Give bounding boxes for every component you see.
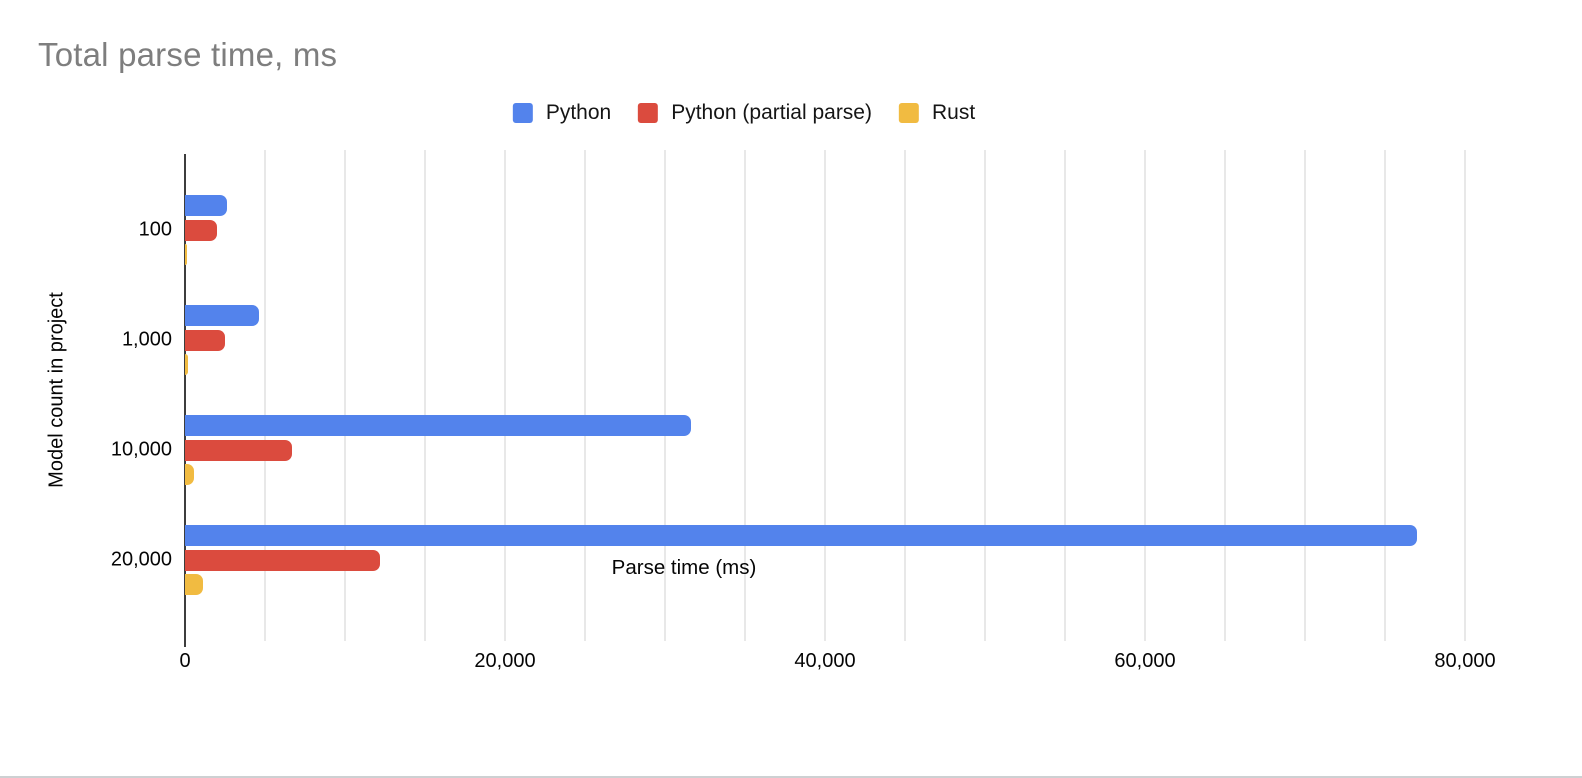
gridline-35000 [744, 150, 746, 641]
legend-swatch-rust [898, 103, 919, 123]
bar-rust-1-000 [185, 354, 188, 375]
bar-group-100 [185, 195, 1553, 265]
bar-python-100 [185, 195, 227, 216]
gridline-15000 [424, 150, 426, 641]
gridline-20000 [504, 150, 506, 641]
x-tick-label-20-000: 20,000 [474, 650, 536, 672]
y-tick-label-1-000: 1,000 [121, 328, 172, 351]
legend-item-rust: Rust [898, 101, 976, 125]
x-tick-label-0: 0 [179, 650, 191, 672]
x-tick-label-80-000: 80,000 [1434, 650, 1496, 672]
gridline-70000 [1304, 150, 1306, 641]
gridline-55000 [1064, 150, 1066, 641]
x-tick-label-40-000: 40,000 [794, 650, 856, 672]
y-tick-label-10-000: 10,000 [110, 438, 172, 461]
bar-python-partial-parse-20-000 [185, 549, 381, 571]
gridline-60000 [1144, 150, 1146, 641]
bar-rust-100 [185, 244, 188, 265]
legend-label-rust: Rust [931, 101, 976, 124]
gridline-30000 [664, 150, 666, 641]
gridline-40000 [824, 150, 826, 641]
gridline-25000 [584, 150, 586, 641]
legend-label-python-partial-parse: Python (partial parse) [671, 101, 872, 124]
legend-item-python: Python [512, 101, 612, 125]
chart-title: Total parse time, ms [38, 36, 338, 73]
bar-python-partial-parse-100 [185, 219, 217, 241]
y-axis-title: Model count in project [45, 292, 68, 488]
bar-python-partial-parse-10-000 [185, 439, 293, 461]
gridline-10000 [344, 150, 346, 641]
bar-group-20-000 [185, 525, 1553, 595]
bar-python-10-000 [185, 415, 691, 436]
bar-group-10-000 [185, 415, 1553, 485]
x-tick-label-60-000: 60,000 [1114, 650, 1176, 672]
gridline-75000 [1384, 150, 1386, 641]
gridline-80000 [1464, 150, 1466, 641]
legend-label-python: Python [545, 101, 612, 124]
bottom-divider [0, 776, 1582, 778]
gridline-65000 [1224, 150, 1226, 641]
gridline-5000 [264, 150, 266, 641]
x-axis-title: Parse time (ms) [611, 556, 757, 579]
legend-swatch-python [512, 103, 533, 123]
bar-rust-10-000 [185, 464, 194, 485]
legend-swatch-python-partial-parse [638, 103, 659, 123]
bar-python-20-000 [185, 525, 1417, 546]
bar-python-1-000 [185, 305, 259, 326]
gridline-45000 [904, 150, 906, 641]
bar-python-partial-parse-1-000 [185, 329, 225, 351]
y-tick-label-20-000: 20,000 [110, 548, 172, 571]
bar-rust-20-000 [185, 574, 203, 595]
gridline-50000 [984, 150, 986, 641]
bar-group-1-000 [185, 305, 1553, 375]
legend-item-python-partial-parse: Python (partial parse) [638, 101, 872, 125]
y-tick-label-100: 100 [138, 218, 172, 241]
plot-area: 100 1,000 10,000 20,000 0 20,000 40,000 60,000 8… [111, 150, 1553, 672]
y-axis-line [184, 154, 186, 647]
chart-legend: Python Python (partial parse) Rust [512, 101, 976, 125]
